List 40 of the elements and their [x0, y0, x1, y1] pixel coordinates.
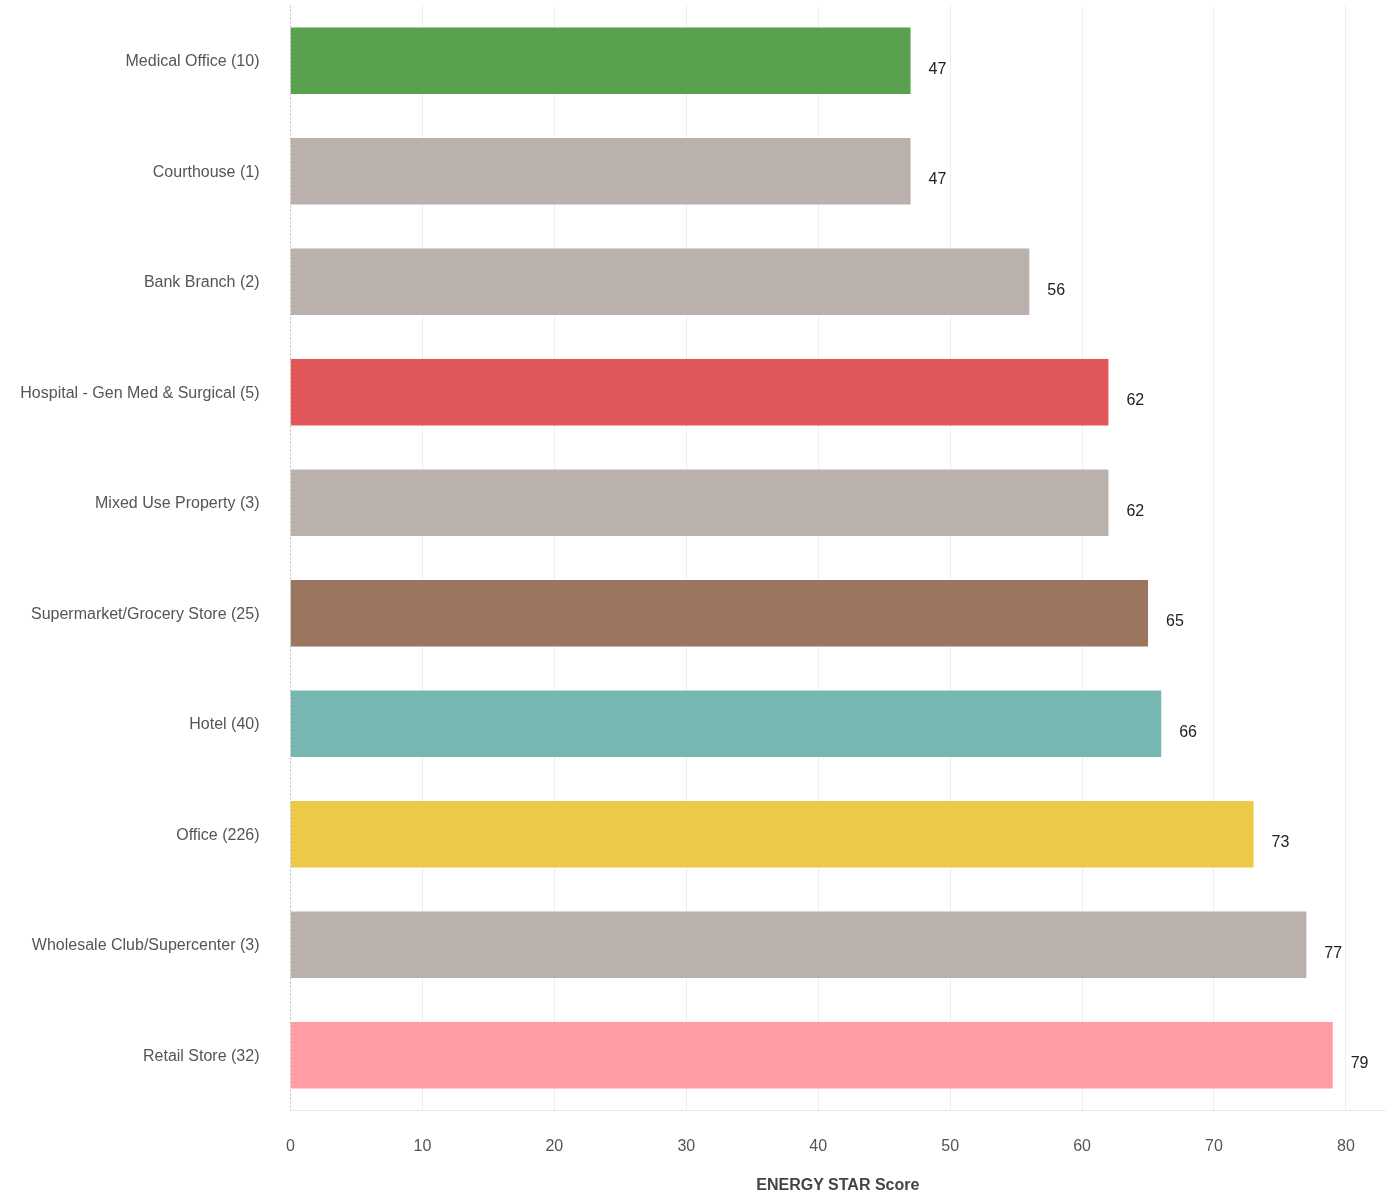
x-tick-label: 10	[413, 1136, 432, 1154]
x-tick-label: 60	[1073, 1136, 1092, 1154]
y-tick-label: Mixed Use Property (3)	[95, 494, 260, 512]
x-tick-label: 30	[677, 1136, 696, 1154]
y-tick-label: Courthouse (1)	[152, 162, 260, 180]
bar	[290, 138, 911, 205]
bar	[290, 580, 1149, 647]
x-tick-label: 40	[809, 1136, 828, 1154]
y-tick-label: Hospital - Gen Med & Surgical (5)	[20, 383, 260, 401]
y-tick-label: Hotel (40)	[189, 715, 260, 733]
bar	[290, 911, 1307, 978]
bar	[290, 801, 1254, 868]
y-tick-label: Wholesale Club/Supercenter (3)	[31, 936, 260, 954]
y-tick-label: Office (226)	[176, 825, 260, 843]
bar	[290, 1022, 1333, 1089]
data-label: 77	[1324, 943, 1343, 961]
bar	[290, 248, 1030, 315]
x-tick-label: 0	[286, 1136, 296, 1154]
y-tick-label: Bank Branch (2)	[143, 273, 260, 291]
data-label: 62	[1126, 391, 1145, 409]
x-tick-label: 80	[1337, 1136, 1355, 1154]
x-axis-title: ENERGY STAR Score	[756, 1175, 920, 1193]
data-label: 79	[1350, 1054, 1369, 1072]
x-tick-label: 20	[545, 1136, 564, 1154]
bar	[290, 690, 1162, 757]
x-tick-label: 50	[941, 1136, 960, 1154]
data-label: 56	[1047, 280, 1066, 298]
bar	[290, 359, 1109, 426]
y-tick-label: Medical Office (10)	[125, 52, 260, 70]
data-label: 47	[928, 59, 947, 77]
bar	[290, 27, 911, 94]
data-label: 47	[928, 170, 947, 188]
data-label: 62	[1126, 501, 1145, 519]
y-tick-label: Retail Store (32)	[143, 1046, 260, 1064]
y-tick-label: Supermarket/Grocery Store (25)	[30, 604, 260, 622]
bar	[290, 469, 1109, 536]
data-label: 66	[1179, 722, 1198, 740]
data-label: 65	[1166, 612, 1184, 630]
data-label: 73	[1271, 833, 1290, 851]
x-tick-label: 70	[1205, 1136, 1223, 1154]
